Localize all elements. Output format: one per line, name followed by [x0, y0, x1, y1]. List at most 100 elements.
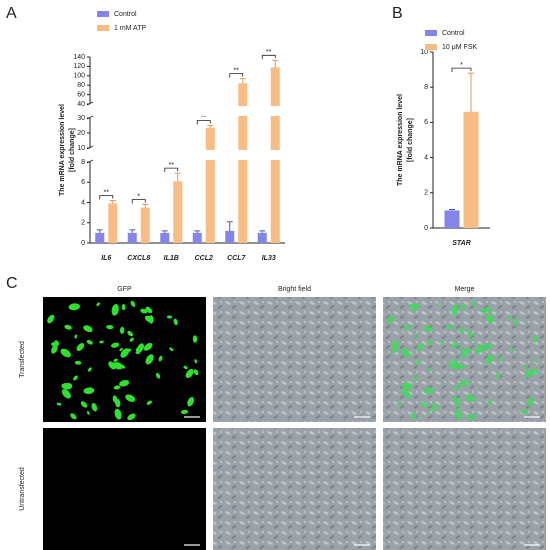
gfp-cell — [414, 334, 418, 339]
y-tick-label: 2 — [424, 190, 428, 197]
gfp-cell — [461, 303, 466, 311]
significance-label: ** — [104, 189, 110, 196]
gfp-cell — [86, 410, 90, 415]
gfp-cell — [74, 334, 78, 339]
bar — [225, 230, 235, 243]
gfp-cell — [426, 339, 433, 345]
gfp-cell — [534, 359, 538, 364]
error-bar — [226, 221, 233, 231]
significance-bracket — [164, 167, 179, 173]
gfp-cell — [119, 347, 123, 352]
gfp-cell — [467, 413, 476, 421]
gfp-cell — [56, 402, 62, 406]
y-tick-label: 20 — [77, 130, 85, 137]
bar — [192, 232, 202, 243]
bar — [173, 181, 183, 243]
y-tick-label: 120 — [73, 63, 85, 70]
y-tick-label: 60 — [77, 91, 85, 98]
gfp-cell — [459, 326, 465, 334]
significance-bracket — [451, 67, 472, 73]
gfp-cell — [498, 355, 503, 362]
gfp-cell — [484, 315, 494, 323]
row-label: Untransfected — [19, 467, 26, 511]
gfp-cell — [156, 372, 161, 379]
significance-label: ** — [169, 162, 175, 169]
gfp-cell — [467, 330, 474, 337]
gfp-cell — [121, 303, 126, 311]
gfp-cell — [112, 362, 124, 370]
error-bar — [194, 230, 201, 233]
gfp-cell — [413, 375, 418, 381]
gfp-cell — [83, 325, 93, 333]
error-bar — [239, 78, 246, 84]
error-bar — [96, 229, 103, 233]
gfp-cell — [414, 360, 422, 365]
gfp-cell — [76, 343, 85, 352]
gfp-cell — [475, 351, 481, 355]
gfp-cell — [86, 339, 93, 345]
error-bar — [272, 59, 279, 68]
y-axis-label: [fold change] — [69, 128, 76, 172]
legend-swatch — [97, 25, 109, 31]
gfp-cell — [426, 410, 430, 415]
gfp-cell — [145, 354, 154, 365]
significance-label: * — [460, 62, 463, 69]
gfp-cell — [436, 302, 441, 307]
gfp-cell — [527, 396, 535, 407]
column-label: Merge — [455, 286, 475, 293]
gfp-cell — [114, 408, 122, 420]
error-bar — [259, 230, 266, 233]
y-tick-label: 100 — [73, 73, 85, 80]
axis-break — [91, 150, 286, 160]
bar — [238, 83, 248, 243]
gfp-cell — [400, 348, 411, 358]
axis-break-mark — [86, 145, 94, 164]
gfp-cell — [166, 315, 173, 319]
significance-bracket — [196, 120, 211, 125]
legend-swatch — [425, 44, 437, 50]
significance-bracket — [131, 199, 146, 204]
gfp-cell — [453, 358, 458, 362]
gfp-cell — [454, 408, 462, 420]
error-bar — [207, 125, 214, 128]
micrograph — [383, 428, 546, 550]
row-label: Transfected — [19, 341, 26, 378]
gfp-cell — [80, 401, 88, 408]
gfp-cell — [60, 348, 71, 358]
error-bar — [468, 72, 474, 112]
panel-label: B — [392, 5, 403, 22]
panel-label: C — [6, 275, 18, 292]
bar — [257, 232, 267, 243]
error-bar — [142, 204, 149, 208]
gfp-cell — [469, 337, 475, 342]
gfp-cell — [486, 400, 493, 405]
gfp-cell — [63, 383, 73, 389]
column-label: GFP — [117, 286, 132, 293]
gfp-cell — [193, 369, 199, 376]
column-label: Bright field — [278, 286, 311, 293]
y-tick-label: 0 — [81, 240, 85, 247]
y-tick-label: 30 — [77, 115, 85, 122]
gfp-cell — [113, 385, 121, 390]
legend-swatch — [97, 11, 109, 17]
gfp-cell — [455, 398, 461, 408]
significance-label: ** — [201, 114, 207, 121]
x-tick-label: IL33 — [262, 255, 276, 262]
gfp-cell — [451, 303, 459, 316]
gfp-cell — [111, 303, 119, 316]
gfp-cell — [111, 342, 120, 348]
gfp-cell — [470, 300, 476, 307]
gfp-cell — [74, 360, 82, 365]
gfp-cell — [410, 303, 416, 307]
gfp-cell — [387, 314, 395, 324]
gfp-cell — [520, 409, 528, 415]
y-tick-label: 10 — [420, 49, 428, 56]
gfp-cell — [423, 325, 433, 333]
micrograph — [383, 297, 546, 422]
gfp-cell — [180, 409, 188, 415]
gfp-cell — [119, 326, 125, 334]
panel-label: A — [6, 5, 17, 22]
error-bar — [129, 229, 136, 233]
gfp-cell — [485, 354, 494, 365]
